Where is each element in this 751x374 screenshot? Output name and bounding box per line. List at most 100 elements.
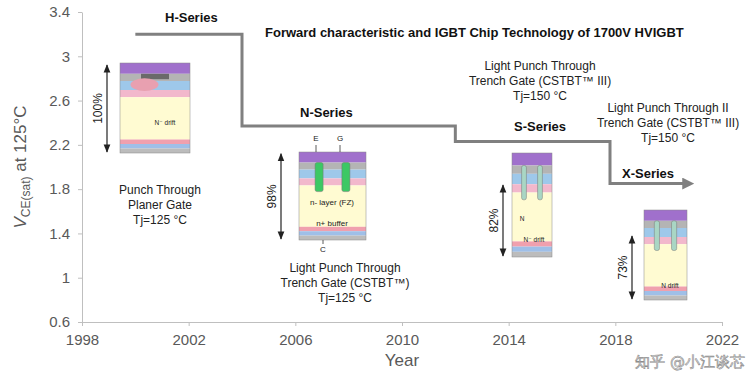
series-label: N-Series [300, 105, 353, 120]
percent-arrow [631, 236, 632, 299]
chip: N drift 73% [616, 210, 687, 300]
y-tick: 0.6 [49, 313, 82, 330]
x-tick-mark [615, 322, 616, 326]
y-tick-mark [78, 322, 82, 323]
x-tick: 1998 [66, 322, 99, 348]
series-label: H-Series [165, 10, 218, 25]
x-tick-label: 2002 [172, 331, 205, 348]
x-tick-label: 2010 [386, 331, 419, 348]
chip-trench [315, 163, 323, 192]
chip-layer [299, 178, 366, 185]
chart-svg: 0.6 1 1.4 1.8 2.2 2.6 3 3.4 1998 2002 2006 2010 2014… [0, 0, 751, 374]
chip-description-line: Tj=150 °C [513, 89, 567, 103]
chip-lead [323, 240, 324, 244]
percent-arrow [106, 65, 107, 152]
chip-label: N⁻ drift [155, 119, 176, 126]
chip-layer [120, 149, 190, 154]
chip-layer [644, 237, 687, 244]
chip-description-line: Planer Gate [128, 198, 192, 212]
y-tick-mark [78, 12, 82, 13]
chip-lead [316, 145, 317, 152]
y-tick-label: 1.4 [49, 225, 70, 242]
y-tick-mark [78, 56, 82, 57]
chip-outline [120, 63, 190, 153]
chip-description: Light Punch Through IITrench Gate (CSTBT… [597, 101, 739, 145]
chip-description: Light Punch ThroughTrench Gate (CSTBT™ I… [469, 59, 611, 103]
chip-layer [512, 184, 552, 192]
chip-layer [644, 228, 687, 237]
chip-description-line: Trench Gate (CSTBT™) [281, 276, 410, 290]
chip-outline [512, 153, 552, 257]
y-tick: 1 [62, 269, 82, 286]
x-tick-label: 2014 [492, 331, 525, 348]
x-axis-title: Year [385, 351, 420, 370]
percent-arrow [280, 154, 281, 239]
y-axis: 0.6 1 1.4 1.8 2.2 2.6 3 3.4 [49, 3, 82, 330]
chip-layer [120, 140, 190, 145]
y-axis-title-part: at 125°C [11, 105, 30, 176]
y-tick: 3.4 [49, 3, 82, 20]
step-line [135, 34, 684, 183]
x-tick-label: 2018 [599, 331, 632, 348]
y-tick-mark [78, 101, 82, 102]
y-tick-label: 0.6 [49, 313, 70, 330]
y-tick-mark [78, 278, 82, 279]
x-axis: 1998 2002 2006 2010 2014 2018 2022 [66, 322, 739, 348]
chip-layer [120, 63, 190, 74]
x-tick-mark [189, 322, 190, 326]
chip-label: N drift [661, 282, 679, 289]
chip-description-line: Light Punch Through [289, 261, 400, 275]
chip-trench [342, 163, 350, 192]
chip-layer [512, 193, 552, 242]
chip-description-line: Light Punch Through [484, 59, 595, 73]
y-axis-line [82, 13, 83, 323]
x-tick: 2002 [172, 322, 205, 348]
chip-description-line: Tj=125 °C [318, 291, 372, 305]
y-tick-mark [78, 189, 82, 190]
y-tick-label: 1.8 [49, 180, 70, 197]
chip-layer [644, 291, 687, 296]
x-tick-label: 2006 [279, 331, 312, 348]
percent-arrow [502, 185, 503, 256]
y-axis-title-part: CE(sat) [19, 177, 33, 218]
chip-description-line: Light Punch Through II [607, 101, 728, 115]
chip-layer [120, 144, 190, 149]
chart-container: 0.6 1 1.4 1.8 2.2 2.6 3 3.4 1998 2002 2006 2010 2014… [0, 0, 751, 374]
y-tick-label: 3.4 [49, 3, 70, 20]
chip-layer [644, 221, 687, 228]
chip-layer [299, 231, 366, 235]
x-tick: 2022 [706, 322, 739, 348]
plot-area [135, 34, 684, 183]
chip-layer [299, 152, 366, 163]
y-tick: 3 [62, 48, 82, 65]
chip-layer [512, 247, 552, 252]
x-tick-mark [402, 322, 403, 326]
chip-description-line: Tj=150 °C [641, 131, 695, 145]
x-tick-mark [509, 322, 510, 326]
chip-lead [340, 145, 341, 152]
chip-layer [512, 153, 552, 165]
chip-trench [538, 165, 543, 199]
chip-layer [644, 244, 687, 286]
y-tick: 2.6 [49, 92, 82, 109]
x-tick-label: 2022 [706, 331, 739, 348]
chip-layer [644, 296, 687, 301]
x-tick-label: 1998 [66, 331, 99, 348]
chip: N⁻ drift100% [91, 63, 190, 153]
y-tick: 1.4 [49, 225, 82, 242]
series-label: X-Series [622, 166, 674, 181]
chip-layer [644, 210, 687, 221]
y-tick-label: 2.6 [49, 92, 70, 109]
percent-label: 73% [616, 255, 630, 279]
y-tick-mark [78, 145, 82, 146]
chip-label: G [337, 134, 343, 143]
x-tick-mark [82, 322, 83, 326]
y-tick: 2.2 [49, 136, 82, 153]
title: Forward characteristic and IGBT Chip Tec… [265, 25, 684, 40]
percent-label: 82% [487, 208, 501, 232]
x-tick-mark [722, 322, 723, 326]
chip-description-line: Punch Through [119, 183, 201, 197]
series-label: S-Series [514, 119, 566, 134]
chip-well [131, 78, 159, 91]
x-tick: 2006 [279, 322, 312, 348]
